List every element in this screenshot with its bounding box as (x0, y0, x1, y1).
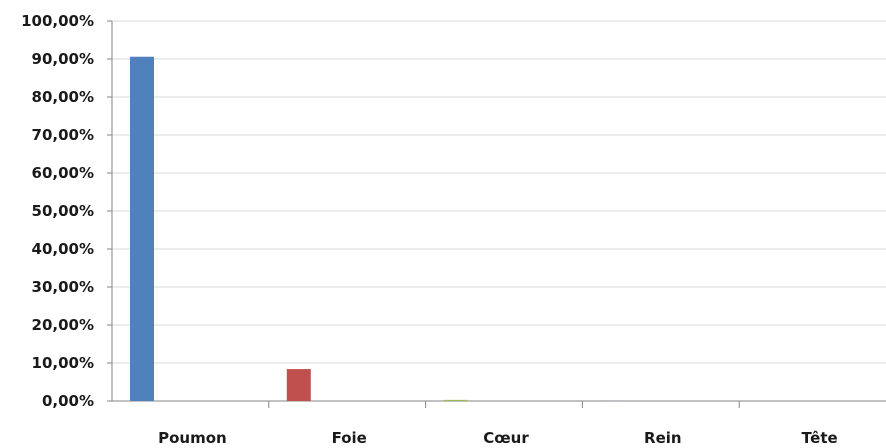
x-category-label: Tête (801, 429, 837, 447)
y-tick-label: 100,00% (21, 12, 94, 30)
y-axis-tick-labels: 0,00% 10,00% 20,00% 30,00% 40,00% 50,00% 60,00… (21, 12, 94, 410)
bars (130, 56, 625, 401)
y-tick-label: 20,00% (32, 316, 94, 334)
y-tick-label: 10,00% (32, 354, 94, 372)
x-category-label: Cœur (483, 429, 529, 447)
bar-poumon (130, 56, 154, 401)
axes (107, 20, 886, 408)
y-tick-label: 60,00% (32, 164, 94, 182)
x-axis-category-labels: Poumon Foie Cœur Rein Tête (158, 429, 838, 447)
gridlines (112, 20, 886, 364)
y-tick-label: 70,00% (32, 126, 94, 144)
y-tick-label: 40,00% (32, 240, 94, 258)
x-category-label: Foie (332, 429, 367, 447)
bar-cœur (443, 399, 468, 401)
y-tick-label: 30,00% (32, 278, 94, 296)
bar-foie (286, 369, 311, 401)
x-category-label: Poumon (158, 429, 227, 447)
y-tick-label: 50,00% (32, 202, 94, 220)
x-category-label: Rein (644, 429, 682, 447)
y-tick-label: 90,00% (32, 50, 94, 68)
y-tick-label: 80,00% (32, 88, 94, 106)
y-tick-label: 0,00% (42, 392, 94, 410)
